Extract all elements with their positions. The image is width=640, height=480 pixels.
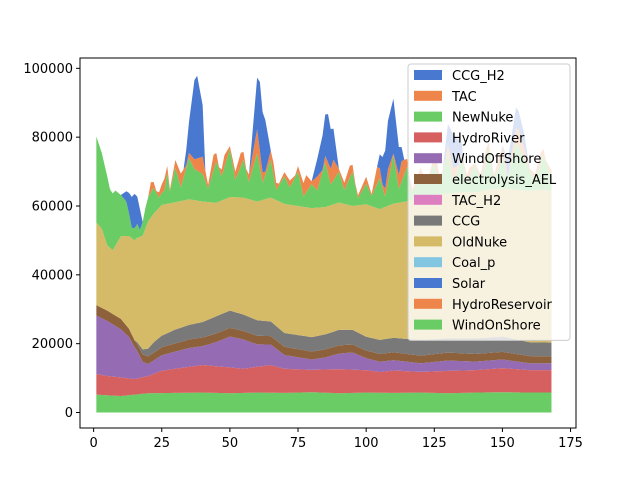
legend-label: HydroReservoir bbox=[452, 298, 553, 313]
x-tick-label: 175 bbox=[558, 436, 583, 451]
y-tick-label: 80000 bbox=[32, 131, 73, 146]
y-axis: 0 20000 40000 60000 80000 100000 bbox=[23, 62, 80, 421]
x-tick-label: 125 bbox=[422, 436, 447, 451]
legend-label: WindOffShore bbox=[452, 152, 541, 167]
area-windoffshore bbox=[96, 315, 552, 380]
x-tick-label: 100 bbox=[354, 436, 379, 451]
legend-swatch bbox=[414, 257, 442, 268]
legend-swatch bbox=[414, 278, 442, 288]
x-tick-label: 0 bbox=[89, 436, 97, 451]
plot-frame bbox=[79, 57, 577, 429]
legend: CCG_H2 TAC NewNuke HydroRiver WindOffShore el… bbox=[407, 63, 571, 341]
y-tick-label: 100000 bbox=[23, 62, 73, 77]
legend-label: NewNuke bbox=[452, 111, 513, 126]
legend-swatch bbox=[414, 70, 442, 80]
y-tick-label: 0 bbox=[65, 406, 73, 421]
legend-swatch bbox=[414, 194, 442, 205]
legend-swatch bbox=[414, 111, 442, 122]
x-tick-label: 75 bbox=[290, 436, 307, 451]
area-ccg bbox=[96, 305, 552, 357]
legend-label: electrolysis_AEL bbox=[452, 173, 557, 188]
x-tick-label: 25 bbox=[153, 436, 170, 451]
area-hydroriver bbox=[96, 365, 552, 396]
legend-label: CCG_H2 bbox=[452, 69, 505, 84]
legend-label: TAC_H2 bbox=[451, 194, 501, 209]
legend-swatch bbox=[414, 153, 442, 164]
legend-label: WindOnShore bbox=[452, 319, 541, 334]
legend-label: CCG bbox=[452, 215, 480, 230]
legend-swatch bbox=[414, 319, 442, 330]
legend-swatch bbox=[414, 132, 442, 143]
legend-swatch bbox=[414, 90, 442, 101]
area-electrolysis-ael bbox=[96, 305, 552, 364]
area-windonshore bbox=[96, 392, 552, 413]
y-tick-label: 40000 bbox=[32, 268, 73, 283]
legend-swatch bbox=[414, 298, 442, 309]
y-tick-label: 20000 bbox=[32, 337, 73, 352]
legend-swatch bbox=[414, 236, 442, 247]
legend-label: HydroRiver bbox=[452, 131, 525, 146]
legend-swatch bbox=[414, 174, 442, 184]
legend-label: OldNuke bbox=[452, 235, 507, 250]
legend-label: Coal_p bbox=[452, 256, 495, 271]
x-tick-label: 150 bbox=[490, 436, 515, 451]
legend-label: TAC bbox=[451, 90, 477, 105]
x-axis: 0 25 50 75 100 125 150 175 bbox=[89, 428, 583, 451]
area-ccg-h2 bbox=[96, 75, 552, 230]
y-tick-label: 60000 bbox=[32, 200, 73, 215]
x-tick-label: 50 bbox=[222, 436, 239, 451]
legend-box bbox=[407, 63, 571, 341]
area-newnuke bbox=[96, 136, 552, 251]
legend-label: Solar bbox=[452, 277, 486, 292]
legend-swatch bbox=[414, 215, 442, 226]
